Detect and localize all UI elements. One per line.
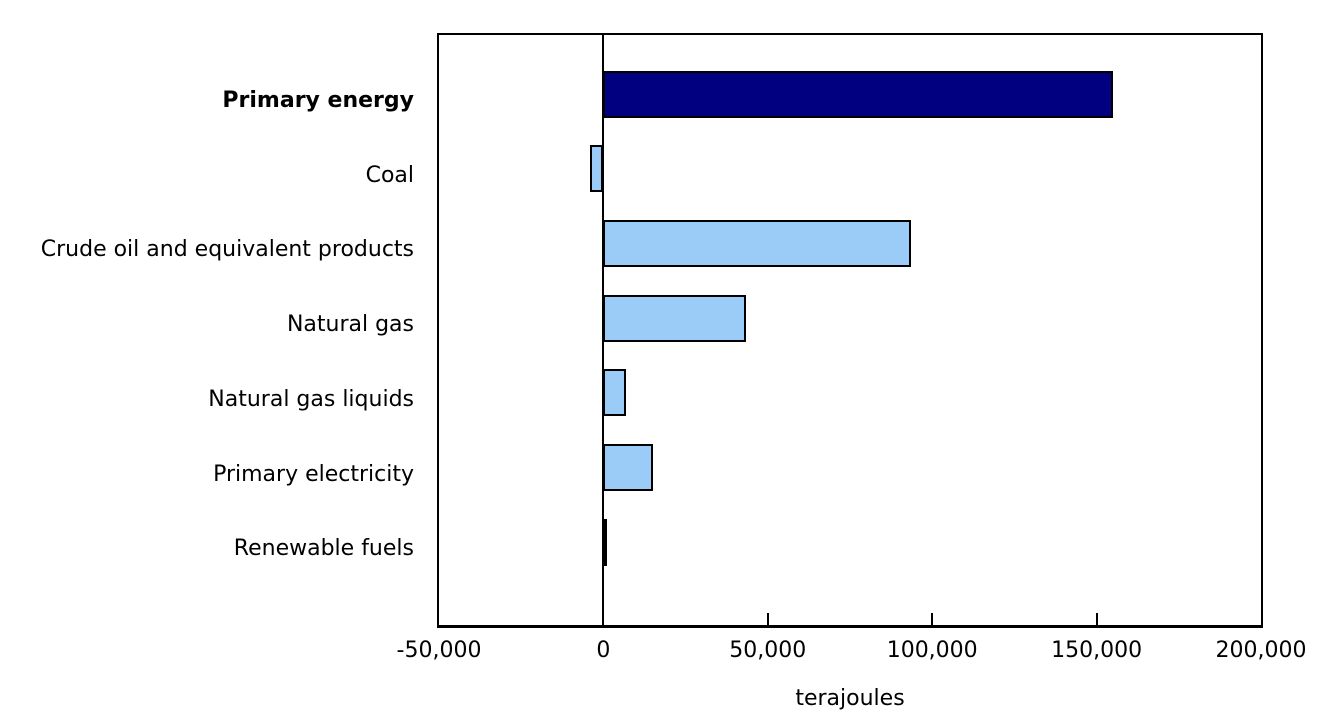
bar-primary-electricity	[603, 444, 653, 491]
x-tick-label-0: 0	[596, 638, 611, 663]
x-tick-mark-50-000	[766, 613, 769, 625]
x-tick-label-200-000: 200,000	[1215, 638, 1307, 663]
x-tick-mark-100-000	[931, 613, 934, 625]
category-label-coal: Coal	[365, 162, 414, 188]
x-tick-label-150-000: 150,000	[1051, 638, 1143, 663]
bar-natural-gas-liquids	[603, 369, 627, 417]
bar-coal	[590, 145, 604, 193]
category-label-renewable-fuels: Renewable fuels	[233, 536, 414, 562]
bar-primary-energy	[603, 70, 1114, 118]
x-tick-label-100-000: 100,000	[886, 638, 978, 663]
category-label-natural-gas-liquids: Natural gas liquids	[208, 386, 414, 412]
x-tick-label--50-000: -50,000	[396, 638, 482, 663]
bar-crude-oil-and-equivalent-products	[603, 219, 911, 267]
category-axis: Primary energy Coal Crude oil and equivale…	[0, 33, 414, 628]
plot-area	[437, 33, 1263, 628]
x-tick-mark-150-000	[1095, 613, 1098, 625]
bar-natural-gas	[603, 294, 747, 342]
x-axis: -50,000 0 50,000 100,000 150,000 200,000	[397, 631, 1307, 671]
bar-renewable-fuels	[603, 518, 608, 566]
category-label-primary-energy: Primary energy	[222, 88, 414, 113]
category-label-primary-electricity: Primary electricity	[213, 461, 414, 487]
x-axis-title: terajoules	[795, 686, 905, 711]
category-label-natural-gas: Natural gas	[286, 312, 414, 338]
category-label-crude-oil-and-equivalent-products: Crude oil and equivalent products	[40, 237, 414, 263]
x-tick-label-50-000: 50,000	[729, 638, 807, 663]
